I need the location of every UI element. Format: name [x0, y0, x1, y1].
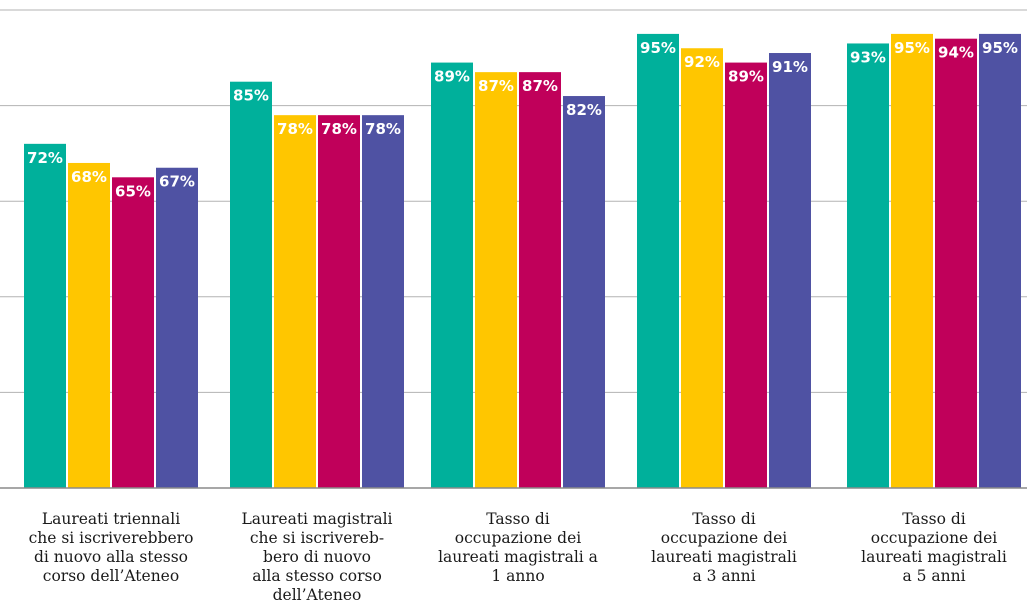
category-label-line: corso dell’Ateneo — [43, 567, 179, 585]
category-label-line: laureati magistrali — [651, 548, 797, 566]
category-label-line: occupazione dei — [871, 529, 997, 547]
bar — [274, 115, 316, 488]
category-label-line: Tasso di — [692, 510, 755, 528]
bar — [318, 115, 360, 488]
bar-value-label: 82% — [566, 101, 602, 119]
bar — [519, 72, 561, 488]
bar-value-label: 95% — [640, 39, 676, 57]
bar-value-label: 78% — [277, 120, 313, 138]
bar-value-label: 93% — [850, 48, 886, 66]
bar — [68, 162, 110, 488]
bar — [769, 53, 811, 489]
bar — [362, 115, 404, 488]
bar — [979, 33, 1021, 489]
bar-value-label: 85% — [233, 87, 269, 105]
bar-value-label: 65% — [115, 182, 151, 200]
category-label: Laureati triennali che si iscriverebbero d… — [29, 510, 194, 585]
bar — [24, 143, 66, 488]
category-label: Tasso di occupazione dei laureati magistra… — [438, 510, 598, 585]
bar — [431, 62, 473, 489]
bar — [847, 43, 889, 489]
category-label-line: a 3 anni — [692, 567, 755, 585]
category-label-line: Laureati magistrali — [241, 510, 392, 528]
bar — [725, 62, 767, 489]
category-label-line: occupazione dei — [661, 529, 787, 547]
category-labels: Laureati triennali che si iscriverebbero d… — [29, 510, 1007, 604]
bar-value-label: 94% — [938, 44, 974, 62]
bar — [681, 48, 723, 489]
bar-value-label: 89% — [728, 68, 764, 86]
bar-value-label: 92% — [684, 53, 720, 71]
category-label-line: laureati magistrali a — [438, 548, 598, 566]
bar-value-label: 87% — [522, 77, 558, 95]
bar-value-label: 67% — [159, 173, 195, 191]
bar-value-label: 95% — [894, 39, 930, 57]
category-label: Tasso di occupazione dei laureati magistra… — [651, 510, 797, 585]
category-label-line: dell’Ateneo — [273, 586, 362, 604]
data-labels: 72% 68% 65% 67% 85% 78% 78% 78% 89% 87% 87% 82% 95% 9… — [27, 39, 1018, 200]
bars — [24, 33, 1021, 489]
bar-value-label: 68% — [71, 168, 107, 186]
category-label-line: Laureati triennali — [42, 510, 180, 528]
category-label-line: che si iscriverebbero — [29, 529, 194, 547]
category-label-line: che si iscrivereb- — [250, 529, 384, 547]
bar — [112, 177, 154, 489]
bar-value-label: 95% — [982, 39, 1018, 57]
bar-value-label: 87% — [478, 77, 514, 95]
bar — [156, 167, 198, 489]
category-label-line: di nuovo alla stesso — [34, 548, 188, 566]
bar — [475, 72, 517, 488]
bar-value-label: 91% — [772, 58, 808, 76]
category-label-line: occupazione dei — [455, 529, 581, 547]
bar — [563, 96, 605, 488]
bar-value-label: 89% — [434, 68, 470, 86]
category-label-line: Tasso di — [902, 510, 965, 528]
category-label: Tasso di occupazione dei laureati magistra… — [861, 510, 1007, 585]
category-label: Laureati magistrali che si iscrivereb-ber… — [241, 510, 392, 604]
bar-value-label: 78% — [321, 120, 357, 138]
bar — [935, 38, 977, 489]
bar-value-label: 72% — [27, 149, 63, 167]
category-label-line: bero di nuovo — [263, 548, 371, 566]
bar — [637, 33, 679, 489]
bar-value-label: 78% — [365, 120, 401, 138]
category-label-line: Tasso di — [486, 510, 549, 528]
bar — [230, 81, 272, 488]
category-label-line: 1 anno — [491, 567, 544, 585]
category-label-line: laureati magistrali — [861, 548, 1007, 566]
bar — [891, 33, 933, 489]
category-label-line: alla stesso corso — [252, 567, 382, 585]
category-label-line: a 5 anni — [902, 567, 965, 585]
